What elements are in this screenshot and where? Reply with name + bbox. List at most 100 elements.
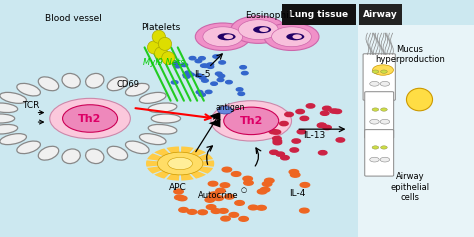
Ellipse shape — [162, 52, 175, 65]
Ellipse shape — [17, 141, 40, 154]
Circle shape — [291, 173, 300, 177]
Text: Eosinophils: Eosinophils — [245, 11, 296, 20]
Wedge shape — [180, 148, 206, 164]
Text: APC: APC — [169, 183, 187, 192]
Circle shape — [198, 210, 208, 215]
Circle shape — [289, 169, 299, 174]
Circle shape — [300, 182, 310, 187]
Ellipse shape — [107, 77, 128, 91]
Circle shape — [187, 210, 197, 214]
Ellipse shape — [62, 73, 80, 88]
Circle shape — [231, 172, 241, 176]
Circle shape — [205, 197, 215, 202]
Text: IL-5: IL-5 — [194, 70, 211, 79]
Circle shape — [263, 182, 272, 186]
Circle shape — [224, 107, 279, 135]
Ellipse shape — [126, 141, 149, 154]
Circle shape — [231, 16, 286, 43]
Ellipse shape — [62, 149, 80, 164]
Polygon shape — [209, 112, 220, 120]
Circle shape — [183, 75, 190, 78]
Circle shape — [200, 76, 206, 79]
Circle shape — [276, 152, 284, 156]
Circle shape — [264, 23, 319, 50]
Circle shape — [220, 183, 230, 187]
Circle shape — [219, 209, 228, 213]
Circle shape — [296, 109, 304, 114]
Ellipse shape — [139, 134, 166, 145]
Text: Th2: Th2 — [239, 116, 263, 126]
Circle shape — [214, 196, 223, 201]
Ellipse shape — [38, 77, 59, 91]
Ellipse shape — [151, 114, 181, 123]
Ellipse shape — [0, 134, 27, 145]
Circle shape — [225, 194, 234, 199]
Circle shape — [207, 65, 214, 68]
Circle shape — [224, 34, 233, 39]
Text: Autocrine: Autocrine — [198, 191, 238, 200]
Text: Airway: Airway — [363, 10, 398, 19]
Circle shape — [226, 81, 232, 84]
Circle shape — [181, 63, 188, 67]
Wedge shape — [180, 164, 194, 181]
Circle shape — [317, 123, 326, 128]
FancyBboxPatch shape — [365, 92, 393, 138]
Wedge shape — [180, 153, 213, 164]
Ellipse shape — [152, 30, 165, 43]
Circle shape — [185, 71, 191, 74]
Text: IL-13: IL-13 — [303, 131, 326, 140]
FancyBboxPatch shape — [363, 54, 395, 100]
Circle shape — [373, 65, 393, 75]
Ellipse shape — [406, 88, 432, 111]
Wedge shape — [180, 164, 213, 174]
Wedge shape — [154, 164, 180, 179]
Wedge shape — [147, 164, 180, 174]
Circle shape — [208, 181, 218, 186]
Wedge shape — [146, 160, 180, 167]
Ellipse shape — [148, 103, 177, 113]
Circle shape — [240, 66, 246, 69]
Circle shape — [241, 71, 248, 75]
Circle shape — [183, 73, 190, 77]
Circle shape — [211, 209, 221, 214]
Circle shape — [179, 208, 188, 212]
Circle shape — [297, 130, 306, 134]
Circle shape — [336, 138, 345, 142]
Circle shape — [222, 167, 232, 172]
Text: ○: ○ — [241, 187, 247, 193]
Circle shape — [273, 141, 282, 145]
Circle shape — [199, 93, 205, 96]
Wedge shape — [166, 164, 180, 181]
Circle shape — [238, 92, 245, 96]
Circle shape — [370, 119, 379, 124]
Circle shape — [174, 64, 181, 68]
Circle shape — [189, 56, 196, 60]
Ellipse shape — [126, 83, 149, 96]
Circle shape — [196, 74, 202, 77]
Text: Mucus
hyperproduction: Mucus hyperproduction — [375, 45, 445, 64]
FancyBboxPatch shape — [282, 4, 356, 25]
Ellipse shape — [158, 37, 172, 50]
FancyBboxPatch shape — [359, 4, 402, 25]
Text: Platelets: Platelets — [142, 23, 181, 32]
Circle shape — [333, 109, 342, 114]
Circle shape — [174, 189, 183, 194]
Circle shape — [202, 64, 209, 68]
Circle shape — [372, 108, 379, 111]
Circle shape — [196, 91, 203, 94]
Circle shape — [201, 79, 208, 82]
Circle shape — [63, 105, 118, 132]
Circle shape — [380, 119, 390, 124]
Circle shape — [206, 205, 216, 210]
Circle shape — [381, 146, 387, 149]
Text: IL-4: IL-4 — [289, 189, 306, 198]
Circle shape — [300, 208, 309, 213]
Circle shape — [273, 139, 282, 143]
Circle shape — [290, 148, 299, 152]
Circle shape — [248, 205, 258, 210]
Wedge shape — [147, 153, 180, 164]
Circle shape — [259, 27, 269, 32]
Circle shape — [172, 81, 178, 84]
Circle shape — [235, 201, 244, 205]
FancyBboxPatch shape — [365, 130, 393, 176]
